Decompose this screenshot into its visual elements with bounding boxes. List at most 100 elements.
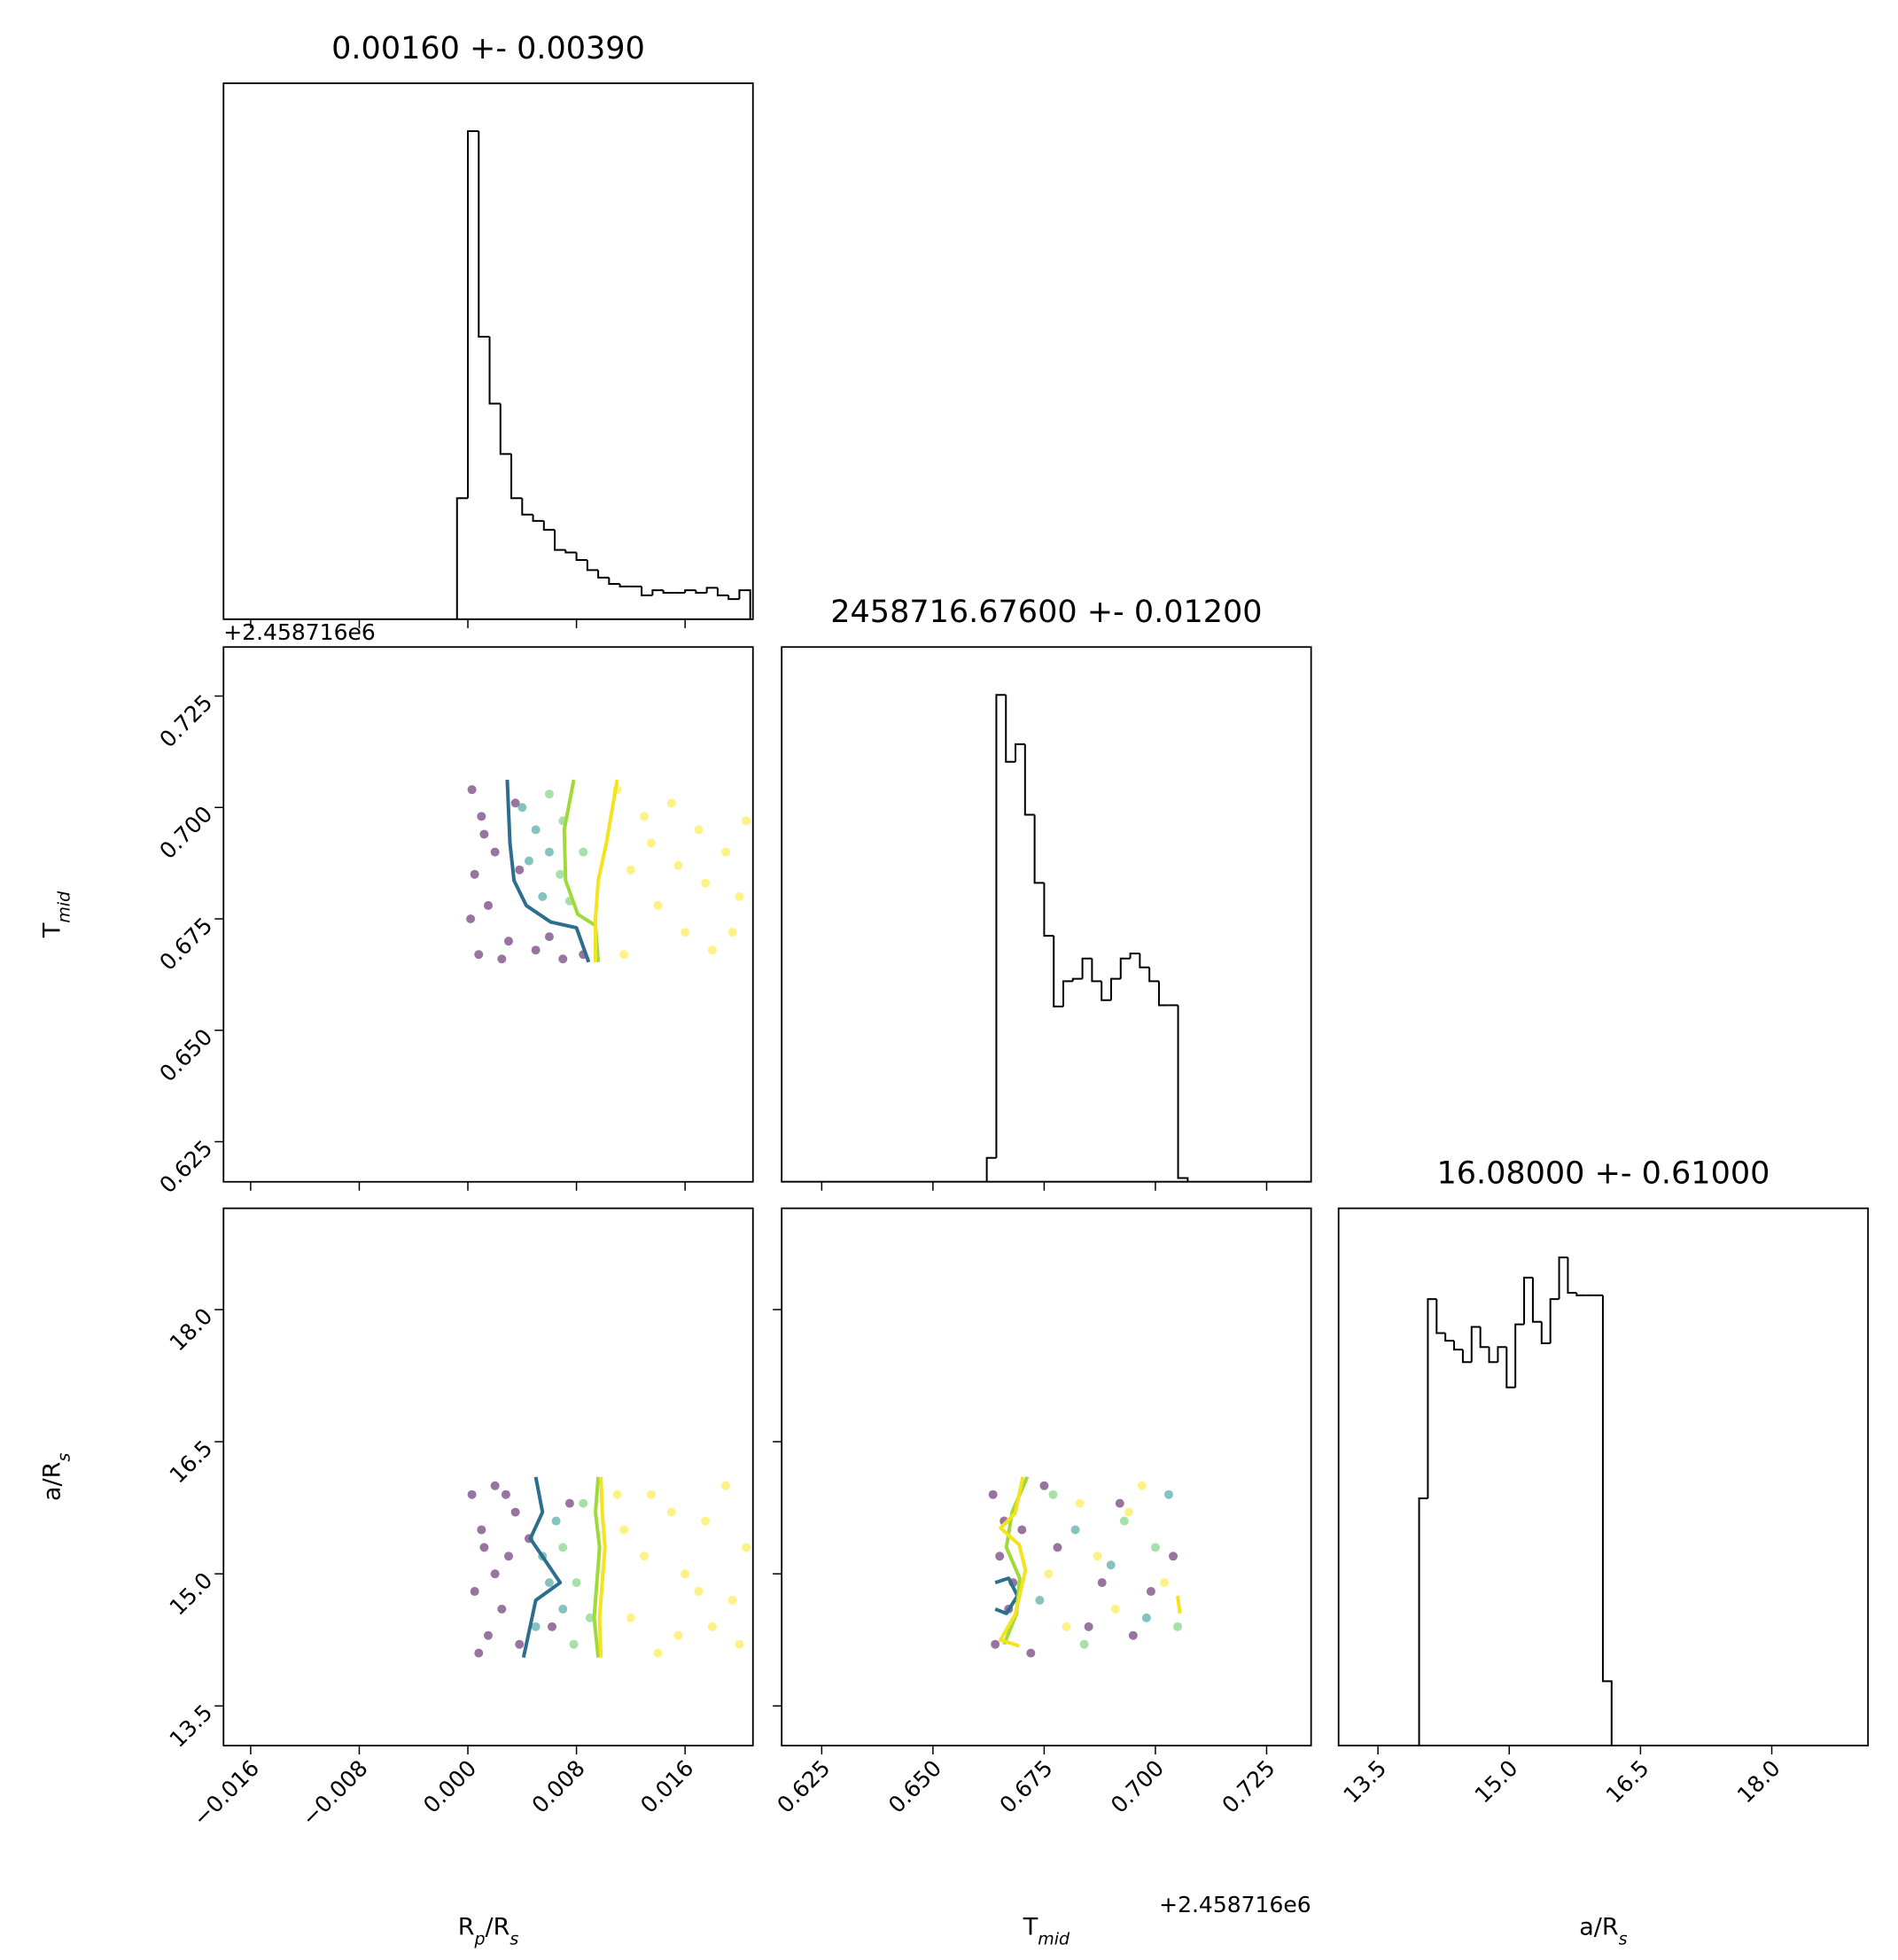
hist-step <box>662 590 674 595</box>
offset-text: +2.458716e6 <box>1159 1892 1311 1917</box>
scatter-point <box>694 1587 704 1597</box>
hist-step <box>1101 981 1111 1001</box>
contour-line <box>592 1476 602 1658</box>
scatter-point <box>995 1552 1005 1561</box>
scatter-point <box>991 1639 1000 1649</box>
axis-label-part: T <box>1023 1914 1038 1941</box>
contour-line <box>999 1476 1028 1648</box>
hist-step <box>1071 977 1083 982</box>
x-tick-label: −0.016 <box>188 1755 264 1832</box>
scatter-point <box>666 798 676 808</box>
hist-step <box>488 337 501 405</box>
scatter-point <box>477 1525 486 1535</box>
hist-step <box>1567 1257 1577 1295</box>
scatter-point <box>1062 1622 1071 1631</box>
hist-step <box>684 589 696 594</box>
axis-label-part: a/R <box>39 1462 66 1501</box>
scatter-point <box>558 1543 568 1552</box>
scatter-point <box>666 1507 676 1517</box>
hist-step <box>641 586 653 596</box>
hist-step <box>1129 953 1140 959</box>
scatter-point <box>1128 1630 1138 1640</box>
scatter-point <box>1159 1578 1169 1588</box>
axes-frame <box>222 82 754 620</box>
scatter-point <box>531 825 541 835</box>
x-tick-label: 0.625 <box>772 1755 835 1818</box>
scatter-point <box>1070 1525 1080 1535</box>
scatter-point <box>490 1481 500 1490</box>
hist-step <box>1139 953 1150 968</box>
hist-step <box>1053 936 1063 1007</box>
scatter-point <box>1115 1498 1124 1508</box>
scatter-point <box>467 785 477 795</box>
scatter-point <box>479 1543 489 1552</box>
scatter-point <box>1137 1481 1147 1490</box>
x-tick-label: 0.016 <box>635 1755 698 1818</box>
axes-frame <box>781 646 1312 1183</box>
scatter-point <box>1017 1525 1027 1535</box>
hist-step <box>478 131 490 338</box>
hist-step <box>1427 1298 1437 1499</box>
hist-step <box>554 529 566 551</box>
scatter-point <box>503 937 513 946</box>
scatter-point <box>653 1648 663 1658</box>
scatter-point <box>1097 1578 1107 1588</box>
scatter-point <box>531 945 541 955</box>
scatter-point <box>484 900 494 910</box>
scatter-point <box>1039 1481 1049 1490</box>
scatter-point <box>510 798 520 808</box>
x-tick-label: 0.650 <box>883 1755 946 1818</box>
axis-label: a/Rs <box>1579 1914 1627 1949</box>
scatter-point <box>1035 1595 1045 1605</box>
hist-step <box>1488 1347 1498 1364</box>
y-tick-label: 16.5 <box>165 1435 218 1489</box>
hist-step <box>1109 977 1121 1000</box>
y-tick-label: 18.0 <box>165 1303 218 1357</box>
scatter-point <box>551 1516 561 1526</box>
scatter-point <box>988 1489 998 1499</box>
panel <box>988 1476 1183 1658</box>
scatter-point <box>1026 1648 1036 1658</box>
hist-step <box>995 694 1007 1158</box>
axis-label-part: T <box>39 922 66 938</box>
hist-step <box>1418 1497 1428 1746</box>
hist-step <box>1023 743 1035 816</box>
scatter-point <box>579 1498 588 1508</box>
scatter-point <box>484 1630 494 1640</box>
panel <box>223 130 753 619</box>
panel <box>782 694 1311 1182</box>
axis-label-part: s <box>55 1453 74 1462</box>
scatter-point <box>735 891 744 901</box>
scatter-point <box>1141 1613 1151 1622</box>
hist-step <box>1435 1299 1446 1334</box>
scatter-point <box>544 1578 554 1588</box>
scatter-point <box>721 847 731 857</box>
scatter-point <box>673 1630 683 1640</box>
hist-step <box>1523 1276 1533 1325</box>
scatter-point <box>701 878 711 888</box>
panel <box>1338 1256 1869 1746</box>
scatter-point <box>490 847 500 857</box>
x-tick-label: 16.5 <box>1601 1755 1654 1808</box>
hist-step <box>542 520 556 531</box>
axes-frame <box>1337 1207 1870 1746</box>
y-tick-label: 0.725 <box>154 689 217 752</box>
hist-step <box>1444 1333 1455 1342</box>
hist-step <box>608 577 620 586</box>
hist-step <box>1119 957 1131 979</box>
panel-title: 16.08000 +- 0.61000 <box>1436 1156 1770 1192</box>
scatter-point <box>467 1489 477 1499</box>
hist-step <box>727 595 740 601</box>
hist-step <box>1033 814 1045 884</box>
hist-step <box>1043 883 1054 937</box>
hist-step <box>651 589 664 595</box>
hist-step <box>738 589 751 619</box>
scatter-point <box>510 1507 520 1517</box>
axis-label-part: s <box>1619 1930 1628 1949</box>
scatter-point <box>1150 1543 1160 1552</box>
scatter-point <box>569 1639 579 1649</box>
scatter-point <box>653 900 663 910</box>
scatter-point <box>501 1489 510 1499</box>
scatter-point <box>477 812 486 821</box>
y-tick-label: 0.625 <box>154 1135 217 1198</box>
